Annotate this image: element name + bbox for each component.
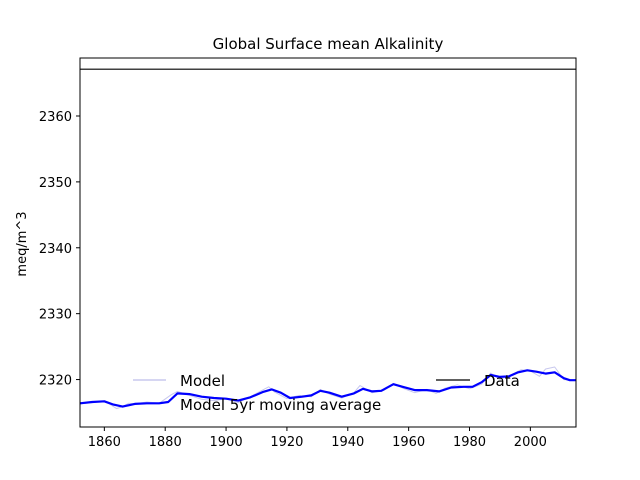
- y-tick-label: 2340: [39, 242, 72, 257]
- legend: Model Model 5yr moving average Data: [133, 372, 520, 414]
- x-tick-label: 1920: [270, 435, 303, 450]
- y-tick-label: 2360: [39, 110, 72, 125]
- y-axis-ticks: 2320 2330 2340 2350 2360: [39, 110, 80, 389]
- y-tick-label: 2350: [39, 176, 72, 191]
- plot-series: [79, 68, 577, 410]
- x-tick-label: 1880: [149, 435, 182, 450]
- series-line-model-5yr-moving-average: [79, 369, 576, 408]
- legend-label-data: Data: [484, 372, 520, 390]
- x-tick-label: 2000: [514, 435, 547, 450]
- x-tick-label: 1960: [392, 435, 425, 450]
- y-axis-label: meq/m^3: [15, 211, 30, 276]
- legend-label-moving-average: Model 5yr moving average: [180, 396, 381, 414]
- chart-title: Global Surface mean Alkalinity: [213, 35, 444, 53]
- y-tick-label: 2320: [39, 374, 72, 389]
- y-tick-label: 2330: [39, 308, 72, 323]
- x-axis-ticks: 1860 1880 1900 1920 1940 1960 1980 2000: [88, 427, 547, 450]
- x-tick-label: 1940: [331, 435, 364, 450]
- x-tick-label: 1860: [88, 435, 121, 450]
- plot-frame: [79, 57, 577, 428]
- x-tick-label: 1980: [453, 435, 486, 450]
- x-tick-label: 1900: [210, 435, 243, 450]
- legend-label-model: Model: [180, 372, 225, 390]
